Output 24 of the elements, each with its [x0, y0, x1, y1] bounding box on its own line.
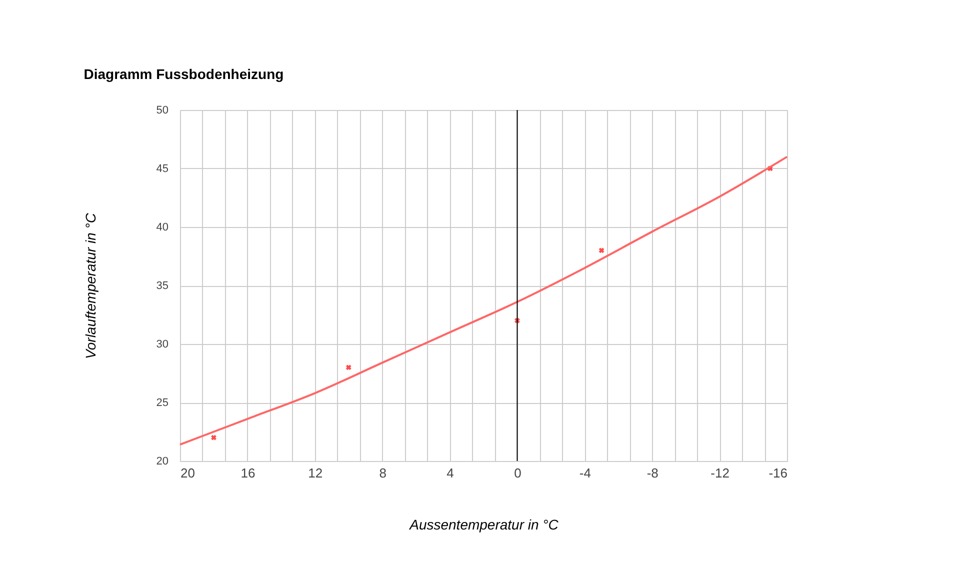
y-tick-label: 25	[156, 397, 168, 409]
point	[598, 248, 604, 254]
y-axis-title: Vorlauftemperatur in °C	[82, 212, 98, 359]
x-tick-label: 16	[240, 466, 256, 480]
x-tick-label: -8	[646, 466, 658, 480]
y-tick-label: 40	[156, 222, 168, 234]
x-tick-label: -12	[710, 466, 730, 480]
y-tick-label: 50	[156, 104, 168, 116]
x-tick-label: 4	[446, 466, 454, 480]
x-tick-label: -16	[768, 466, 788, 480]
y-tick-label: 35	[156, 280, 168, 292]
y-tick-label: 45	[156, 163, 168, 175]
y-tick-label: 30	[156, 338, 168, 350]
line-series	[179, 156, 788, 446]
x-tick-label: 20	[180, 466, 195, 480]
x-tick-label: 12	[308, 466, 323, 480]
x-tick-label: -4	[579, 466, 591, 480]
point	[346, 364, 352, 370]
point	[211, 434, 216, 440]
chart-title: Diagramm Fussbodenheizung	[84, 66, 284, 82]
x-axis-title: Aussentemperatur in °C	[408, 516, 560, 532]
x-tick-label: 8	[379, 466, 386, 480]
x-tick-label: 0	[514, 466, 522, 480]
y-tick-label: 20	[156, 456, 168, 468]
